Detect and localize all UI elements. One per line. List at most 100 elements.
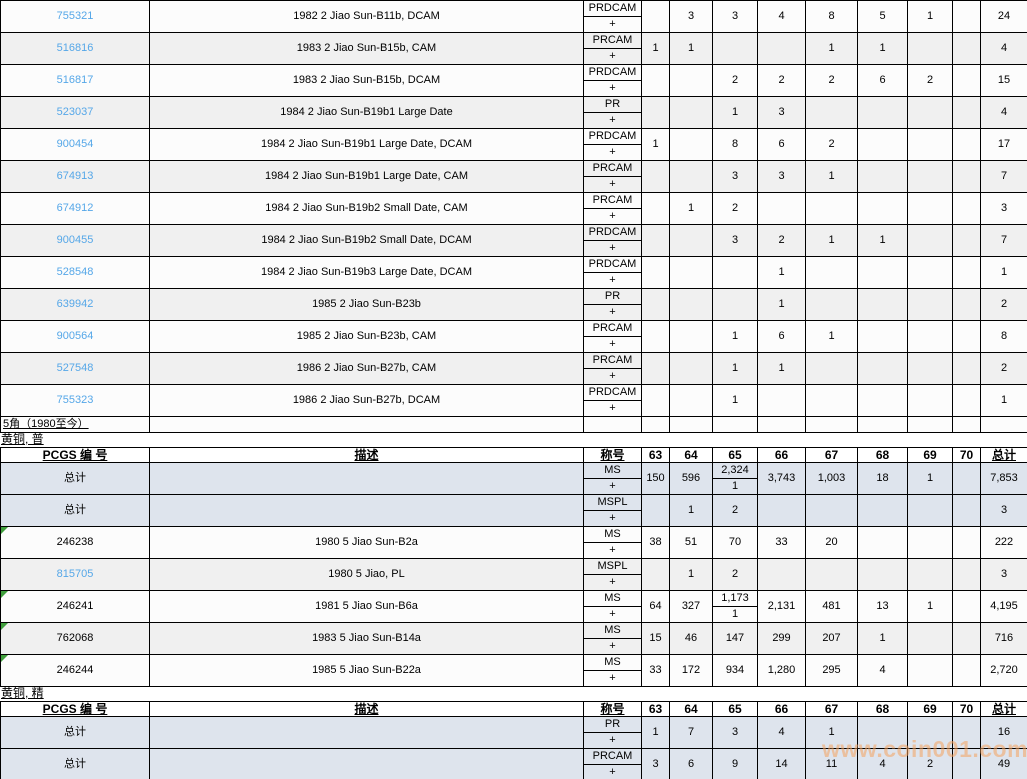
total-cell: 3 [980,558,1027,591]
pcgs-number-cell: 900454 [0,128,150,161]
pcgs-number-link[interactable]: 815705 [56,568,94,580]
grade-69-cell [907,192,953,225]
grade-63-cell [641,558,670,591]
grade-67-cell: 1 [805,224,858,257]
section-brass-ms-link[interactable]: 黄铜, 普 [1,432,44,446]
section-brass-proof-link[interactable]: 黄铜, 精 [1,686,44,700]
grade-69-cell [907,96,953,129]
header-grade-65: 65 [712,447,758,463]
pcgs-number-link[interactable]: 639942 [56,298,94,310]
grade-65-cell: 70 [712,526,758,559]
header-pcgs-number[interactable]: PCGS 编 号 [0,701,150,717]
grade-68-cell: 13 [857,590,908,623]
designation-cell: PRCAM [583,748,642,765]
pcgs-number-link[interactable]: 516817 [56,74,94,86]
grade-67-cell [805,384,858,417]
total-cell: 7,853 [980,462,1027,495]
grade-64-cell [669,256,713,289]
grade-65-cell: 147 [712,622,758,655]
designation-cell: PRDCAM [583,384,642,401]
grade-70-cell [952,192,981,225]
plus-cell: + [583,732,642,749]
pcgs-number-link[interactable]: 516816 [56,42,94,54]
grade-69-cell [907,622,953,655]
grade-67-cell [805,352,858,385]
plus-cell: + [583,478,642,495]
grade-66-cell: 14 [757,748,806,779]
grade-67-cell: 20 [805,526,858,559]
grade-67-cell: 295 [805,654,858,687]
grade-67-cell: 1 [805,32,858,65]
header-description[interactable]: 描述 [149,701,584,717]
section-label-brass-ms: 黄铜, 普 [0,433,1027,447]
grade-63-cell: 38 [641,526,670,559]
header-designation[interactable]: 称号 [583,447,642,463]
description-cell: 1983 2 Jiao Sun-B15b, CAM [149,32,584,65]
grade-69-cell [907,128,953,161]
plus-cell: + [583,176,642,193]
header-grade-67: 67 [805,701,858,717]
header-total[interactable]: 总计 [980,701,1027,717]
grade-64-cell: 1 [669,558,713,591]
pcgs-number: 总计 [64,726,86,738]
header-grade-68: 68 [857,447,908,463]
pcgs-number-cell: 246244 [0,654,150,687]
grade-68-cell: 4 [857,654,908,687]
grade-63-cell [641,96,670,129]
header-designation[interactable]: 称号 [583,701,642,717]
grade-66-cell: 33 [757,526,806,559]
header-description[interactable]: 描述 [149,447,584,463]
grade-69-cell [907,384,953,417]
pcgs-number-cell: 674912 [0,192,150,225]
description-cell: 1980 5 Jiao Sun-B2a [149,526,584,559]
pcgs-number-cell: 674913 [0,160,150,193]
description-cell: 1980 5 Jiao, PL [149,558,584,591]
pcgs-number-link[interactable]: 755323 [56,394,94,406]
grade-66-cell [757,32,806,65]
pcgs-number-link[interactable]: 674913 [56,170,94,182]
grade-68-cell: 6 [857,64,908,97]
grade-66-cell [757,384,806,417]
pcgs-number-link[interactable]: 900455 [56,234,94,246]
section-break-label[interactable]: 5角（1980至今） [3,418,89,430]
total-cell: 2 [980,288,1027,321]
grade-67-cell: 1 [805,320,858,353]
total-cell: 24 [980,0,1027,33]
designation-cell: MS [583,526,642,543]
description-cell [149,716,584,749]
total-cell: 2 [980,352,1027,385]
grade-70-cell [952,320,981,353]
pcgs-number-cell: 516816 [0,32,150,65]
total-cell: 4 [980,96,1027,129]
grade-68-cell [857,160,908,193]
grade-63-cell: 15 [641,622,670,655]
pcgs-number-link[interactable]: 755321 [56,10,94,22]
plus-cell: + [583,112,642,129]
header-total[interactable]: 总计 [980,447,1027,463]
grade-65-cell: 2,324 [712,462,758,479]
grade-68-cell [857,320,908,353]
grade-68-cell [857,192,908,225]
header-pcgs-number[interactable]: PCGS 编 号 [0,447,150,463]
pcgs-number-link[interactable]: 527548 [56,362,94,374]
pcgs-number-link[interactable]: 900564 [56,330,94,342]
plus-cell: + [583,208,642,225]
designation-cell: PR [583,288,642,305]
pcgs-number-link[interactable]: 528548 [56,266,94,278]
pcgs-number-link[interactable]: 523037 [56,106,94,118]
description-cell: 1986 2 Jiao Sun-B27b, CAM [149,352,584,385]
grade-70-cell [952,526,981,559]
grade-70-cell [952,748,981,779]
designation-cell: PR [583,716,642,733]
description-cell: 1985 2 Jiao Sun-B23b [149,288,584,321]
description-cell: 1984 2 Jiao Sun-B19b1 Large Date, DCAM [149,128,584,161]
grade-66-cell: 6 [757,320,806,353]
plus-cell: + [583,400,642,417]
pcgs-number-link[interactable]: 674912 [56,202,94,214]
plus-cell: + [583,606,642,623]
grade-67-cell: 1,003 [805,462,858,495]
plus-cell: + [583,368,642,385]
pcgs-number-link[interactable]: 900454 [56,138,94,150]
grade-65-cell: 3 [712,224,758,257]
grade-67-cell [805,96,858,129]
